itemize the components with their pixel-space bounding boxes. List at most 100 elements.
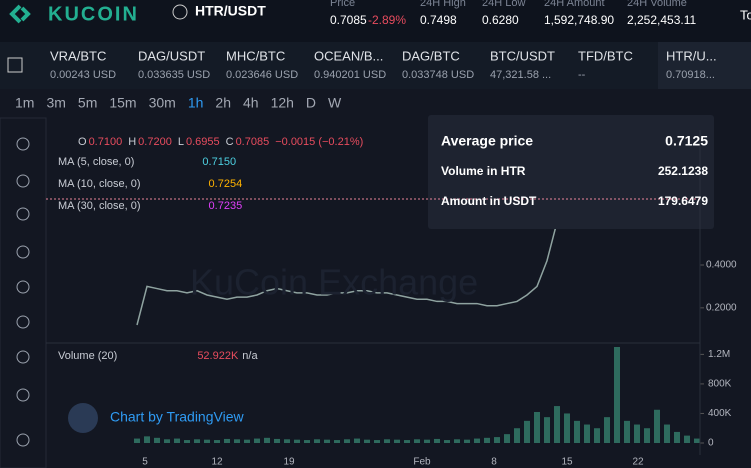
tool-icon[interactable] (16, 433, 30, 447)
grid-icon[interactable] (7, 57, 23, 73)
ohlc-label: C (226, 136, 234, 148)
tool-icon[interactable] (16, 245, 30, 259)
interval[interactable]: 12h (271, 95, 294, 111)
ma-label[interactable]: MA (30, close, 0) (58, 200, 141, 212)
interval[interactable]: 1h (188, 95, 204, 111)
tool-icon[interactable] (16, 350, 30, 364)
stat-value: 0.6280 (482, 13, 519, 27)
x-tick-label: 19 (283, 457, 295, 468)
volume-bar (374, 440, 380, 443)
tooltip-label: Volume in HTR (441, 164, 526, 178)
tool-icon[interactable] (16, 280, 30, 294)
tool-icon[interactable] (16, 174, 30, 188)
volume-bar (494, 437, 500, 443)
volume-bar (384, 439, 390, 443)
ticker-price: 0.033748 USD (402, 69, 474, 81)
stat-change: -2.89% (368, 13, 406, 27)
ma-value: 0.7254 (209, 178, 243, 190)
y-tick-label: 0.4000 (706, 260, 737, 271)
ma-value: 0.7235 (209, 200, 243, 212)
volume-bar (434, 438, 440, 443)
ohlc-value: 0.7085 (236, 136, 270, 148)
volume-bar (624, 420, 630, 443)
tool-icon[interactable] (16, 315, 30, 329)
volume-bar (304, 440, 310, 443)
stat-value: 0.7498 (420, 13, 457, 27)
ma-label[interactable]: MA (5, close, 0) (58, 156, 134, 168)
interval[interactable]: 5m (78, 95, 97, 111)
volume-bar (524, 420, 530, 443)
volume-bar (614, 347, 620, 443)
x-tick-label: Feb (413, 457, 431, 468)
ticker-symbol[interactable]: DAG/BTC (402, 48, 460, 63)
ticker-price: 0.70918... (666, 69, 715, 81)
ohlc-label: H (128, 136, 136, 148)
volume-bar (474, 438, 480, 443)
volume-bar (314, 439, 320, 443)
volume-bar (604, 417, 610, 443)
tooltip-value: 0.7125 (665, 133, 708, 149)
branding[interactable]: Chart by TradingView (110, 409, 244, 425)
tool-icon[interactable] (16, 137, 30, 151)
logo: KUCOIN (48, 3, 139, 25)
tooltip-label: Amount in USDT (441, 194, 537, 208)
volume-bar (214, 440, 220, 443)
ohlc-value: 0.7200 (138, 136, 172, 148)
x-tick-label: 12 (211, 457, 223, 468)
interval[interactable]: D (306, 95, 316, 111)
stat-label: 24H Volume (627, 0, 687, 9)
interval[interactable]: W (328, 95, 342, 111)
volume-bar (264, 437, 270, 443)
ticker-symbol[interactable]: OCEAN/B... (314, 48, 383, 63)
x-tick-label: 5 (142, 457, 148, 468)
volume-bar (444, 440, 450, 443)
volume-bar (684, 435, 690, 443)
side-toolbar (0, 117, 47, 468)
volume-bar (284, 439, 290, 443)
volume-bar (654, 409, 660, 443)
tooltip-label: Average price (441, 133, 533, 149)
interval[interactable]: 2h (215, 95, 231, 111)
tool-icon[interactable] (16, 388, 30, 402)
volume-bar (254, 438, 260, 443)
ohlc-label: O (78, 136, 87, 148)
ticker-active (658, 42, 751, 89)
ma-label[interactable]: MA (10, close, 0) (58, 178, 141, 190)
interval[interactable]: 1m (15, 95, 34, 111)
coin-icon (172, 4, 188, 20)
ticker-price: -- (578, 69, 586, 81)
volume-bar (554, 406, 560, 443)
volume-bar (204, 439, 210, 443)
ticker-symbol[interactable]: MHC/BTC (226, 48, 285, 63)
volume-bar (194, 439, 200, 443)
ticker-price: 0.023646 USD (226, 69, 298, 81)
ticker-price: 47,321.58 ... (490, 69, 551, 81)
ticker-symbol[interactable]: TFD/BTC (578, 48, 633, 63)
ticker-symbol[interactable]: BTC/USDT (490, 48, 555, 63)
interval[interactable]: 15m (109, 95, 136, 111)
interval[interactable]: 30m (149, 95, 176, 111)
stat-value: 2,252,453.11 (627, 13, 697, 27)
stat-label: 24H Low (482, 0, 525, 9)
x-tick-label: 15 (561, 457, 573, 468)
ticker-symbol[interactable]: VRA/BTC (50, 48, 106, 63)
volume-bar (484, 437, 490, 443)
interval[interactable]: 3m (46, 95, 65, 111)
tool-icon[interactable] (16, 207, 30, 221)
extra: Tou (740, 7, 751, 22)
y-tick-label: 0.2000 (706, 302, 737, 313)
ticker-bg (0, 42, 751, 89)
x-tick-label: 22 (632, 457, 644, 468)
ticker-symbol[interactable]: DAG/USDT (138, 48, 205, 63)
interval[interactable]: 4h (243, 95, 259, 111)
pair[interactable]: HTR/USDT (195, 3, 266, 19)
ticker-symbol[interactable]: HTR/U... (666, 48, 717, 63)
volume-extra: n/a (242, 350, 258, 362)
ticker-price: 0.940201 USD (314, 69, 386, 81)
volume-bar (234, 439, 240, 443)
stat-label: 24H Amount (544, 0, 605, 9)
volume-bar (324, 439, 330, 443)
volume-label[interactable]: Volume (20) (58, 350, 117, 362)
volume-bar (334, 440, 340, 443)
